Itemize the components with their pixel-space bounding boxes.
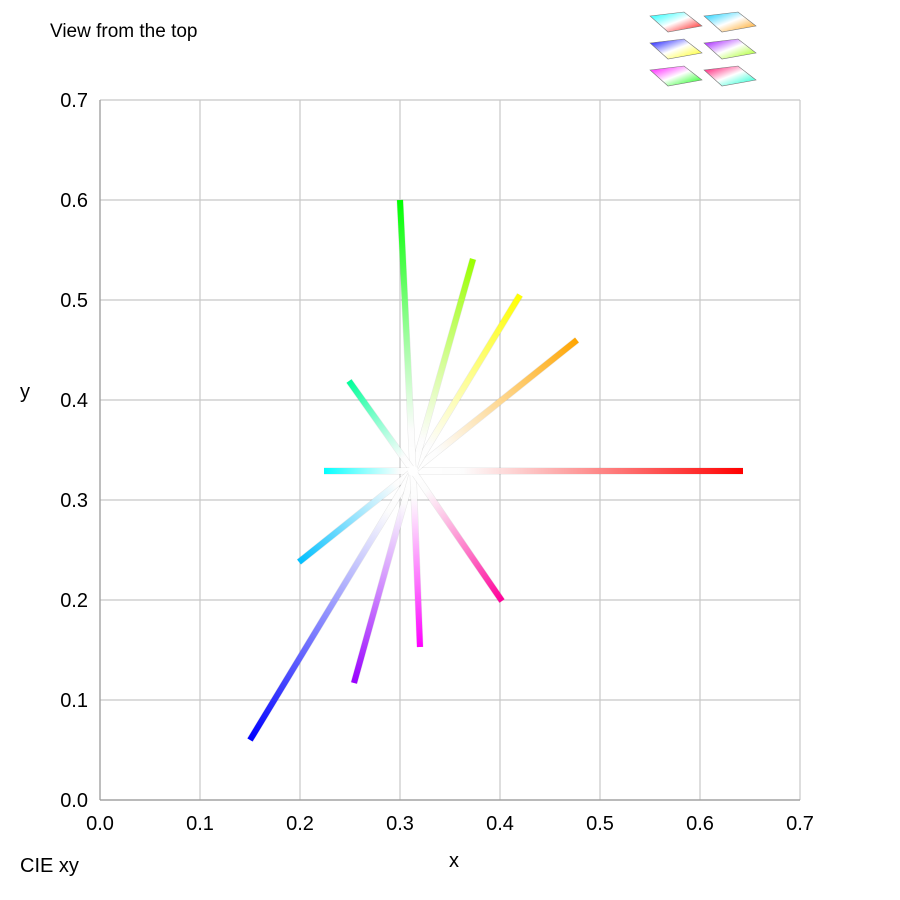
hue-ray <box>410 469 505 603</box>
view-top-1-icon[interactable] <box>649 11 703 33</box>
view-top-2-icon[interactable] <box>703 11 757 33</box>
view-top-6-icon[interactable] <box>703 65 757 87</box>
x-tick-label: 0.1 <box>186 813 214 835</box>
hue-ray <box>411 337 579 474</box>
hue-ray <box>410 293 523 473</box>
hue-ray <box>410 470 423 648</box>
y-tick-label: 0.7 <box>60 90 88 112</box>
grid <box>99 99 801 801</box>
axes <box>99 100 800 801</box>
y-tick-label: 0.2 <box>60 590 88 612</box>
hue-ray <box>297 468 415 565</box>
x-tick-label: 0.6 <box>686 813 714 835</box>
hue-ray <box>397 199 416 472</box>
y-tick-label: 0.6 <box>60 190 88 212</box>
y-tick-label: 0.0 <box>60 790 88 812</box>
y-tick-label: 0.1 <box>60 690 88 712</box>
y-tick-label: 0.4 <box>60 390 88 412</box>
chart-title: View from the top <box>50 21 198 42</box>
x-axis-label: x <box>449 850 459 872</box>
view-top-3-icon[interactable] <box>649 38 703 60</box>
y-tick-label: 0.5 <box>60 290 88 312</box>
x-tick-label: 0.2 <box>286 813 314 835</box>
x-tick-label: 0.4 <box>486 813 514 835</box>
y-tick-label: 0.3 <box>60 490 88 512</box>
y-axis-label: y <box>20 381 30 403</box>
white-point-marker <box>408 466 418 476</box>
hue-ray <box>410 258 476 472</box>
view-top-4-icon[interactable] <box>703 38 757 60</box>
view-selector-thumbnails[interactable] <box>648 10 760 92</box>
color-space-label: CIE xy <box>20 855 79 877</box>
hue-ray <box>346 379 416 473</box>
view-thumbnails-icon[interactable] <box>648 10 760 92</box>
hue-ray <box>247 469 416 742</box>
tick-labels: 0.0 0.1 0.2 0.3 0.4 0.5 0.6 0.7 0.0 0.1 0.2 0.3 0.4 0… <box>60 90 814 835</box>
hue-ray <box>351 470 416 684</box>
x-tick-label: 0.7 <box>786 813 814 835</box>
x-tick-label: 0.5 <box>586 813 614 835</box>
series-rays <box>247 199 743 742</box>
x-tick-label: 0.0 <box>86 813 114 835</box>
view-top-5-icon[interactable] <box>649 65 703 87</box>
x-tick-label: 0.3 <box>386 813 414 835</box>
